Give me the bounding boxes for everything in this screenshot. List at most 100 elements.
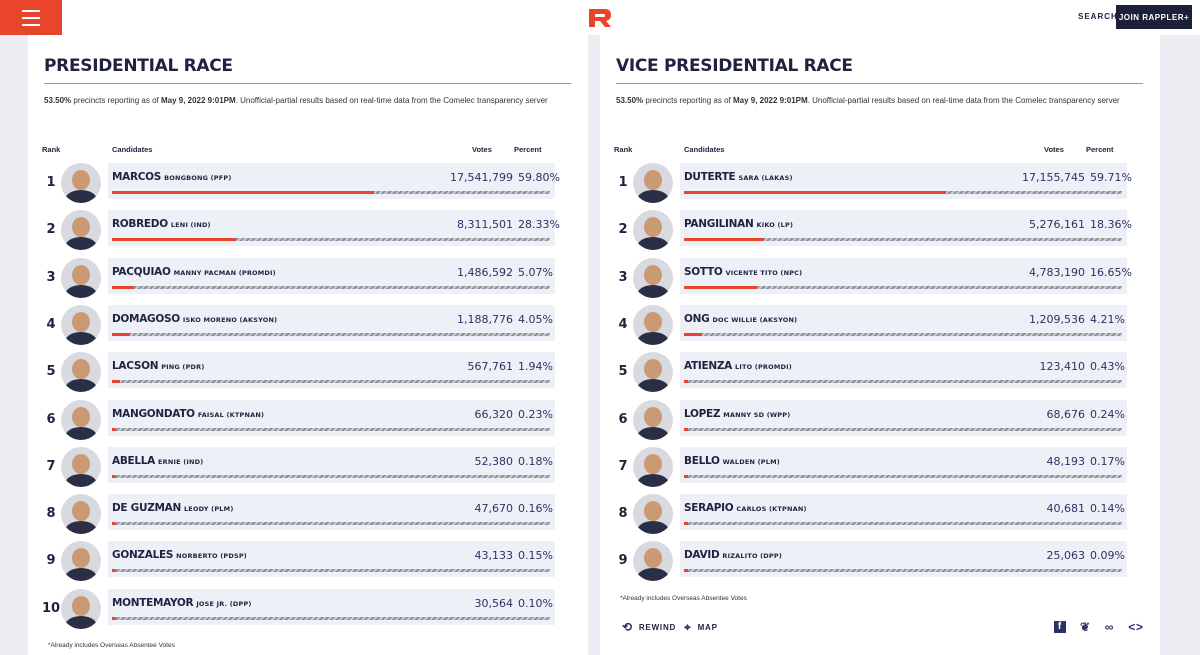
result-box: LOPEZ MANNY SD (WPP) 68,676 0.24% xyxy=(680,399,1127,436)
reporting-note: 53.50% precincts reporting as of May 9, … xyxy=(616,96,1120,105)
candidate-name: MANGONDATO FAISAL (KTPNAN) xyxy=(112,407,265,420)
share-bar-fill xyxy=(684,332,703,336)
candidate-avatar xyxy=(633,494,673,535)
map-button[interactable]: ⌖ MAP xyxy=(684,620,718,635)
candidate-name: MARCOS BONGBONG (PFP) xyxy=(112,171,232,183)
vice-presidential-race-panel: VICE PRESIDENTIAL RACE 53.50% precincts … xyxy=(600,35,1160,655)
share-bar-track xyxy=(684,285,1122,289)
candidate-name: MONTEMAYOR JOSE JR. (DPP) xyxy=(112,596,252,609)
candidate-avatar xyxy=(61,446,101,487)
rappler-logo-icon[interactable] xyxy=(585,7,613,29)
menu-button[interactable] xyxy=(0,0,62,35)
embed-code-icon[interactable]: <> xyxy=(1128,620,1144,634)
vote-percent: 0.14% xyxy=(1090,502,1125,516)
result-box: ATIENZA LITO (PROMDI) 123,410 0.43% xyxy=(680,352,1127,389)
vote-percent: 28.33% xyxy=(518,218,560,232)
rewind-button[interactable]: ⟲ REWIND xyxy=(622,620,676,634)
result-box: MONTEMAYOR JOSE JR. (DPP) 30,564 0.10% xyxy=(108,588,555,625)
candidate-name: DAVID RIZALITO (DPP) xyxy=(684,549,783,562)
vote-count: 5,276,161 xyxy=(1029,218,1085,232)
column-header-votes: Votes xyxy=(472,145,492,154)
candidate-row: 9 GONZALES NORBERTO (PDSP) 43,133 0.15% xyxy=(42,541,555,582)
share-icons: f ❦ ∞ <> xyxy=(1054,620,1144,634)
column-header-candidates: Candidates xyxy=(112,145,153,154)
candidate-avatar xyxy=(61,304,101,345)
column-header-candidates: Candidates xyxy=(684,145,725,154)
candidate-row: 7 BELLO WALDEN (PLM) 48,193 0.17% xyxy=(614,446,1127,487)
vote-count: 1,188,776 xyxy=(457,312,513,326)
share-bar-track xyxy=(112,380,550,384)
facebook-icon[interactable]: f xyxy=(1054,621,1066,633)
share-bar-fill xyxy=(684,191,946,194)
candidate-name: PACQUIAO MANNY PACMAN (PROMDI) xyxy=(112,265,276,278)
vote-count: 66,320 xyxy=(474,407,514,421)
search-link[interactable]: SEARCH xyxy=(1078,12,1118,21)
footnote: *Already includes Overseas Absentee Vote… xyxy=(48,642,175,649)
map-label: MAP xyxy=(697,623,718,632)
share-bar-track xyxy=(112,569,550,573)
link-icon[interactable]: ∞ xyxy=(1104,620,1115,634)
share-bar-track xyxy=(112,285,550,289)
column-header-percent: Percent xyxy=(1086,145,1114,154)
candidate-name: BELLO WALDEN (PLM) xyxy=(684,454,780,467)
candidate-avatar xyxy=(633,352,673,393)
share-bar-track xyxy=(112,616,550,620)
rank-number: 6 xyxy=(618,411,628,427)
share-bar-track xyxy=(112,191,550,194)
vote-percent: 59.80% xyxy=(518,171,560,184)
result-box: ONG DOC WILLIE (AKSYON) 1,209,536 4.21% xyxy=(680,304,1127,341)
share-bar-fill xyxy=(684,427,688,431)
share-bar-fill xyxy=(112,332,130,336)
candidate-avatar xyxy=(633,257,673,298)
vote-count: 68,676 xyxy=(1046,407,1086,421)
rank-number: 5 xyxy=(618,364,628,380)
share-bar-fill xyxy=(684,569,688,573)
candidate-avatar xyxy=(61,494,101,535)
rank-number: 8 xyxy=(618,506,628,522)
candidate-avatar xyxy=(633,399,673,440)
join-rappler-button[interactable]: JOIN RAPPLER+ xyxy=(1116,5,1192,29)
map-pin-icon: ⌖ xyxy=(684,620,692,634)
presidential-race-panel: PRESIDENTIAL RACE 53.50% precincts repor… xyxy=(28,35,588,655)
share-bar-track xyxy=(684,380,1122,384)
vote-percent: 1.94% xyxy=(518,360,553,374)
vote-count: 48,193 xyxy=(1046,454,1086,468)
share-bar-track xyxy=(684,522,1122,526)
share-bar-fill xyxy=(112,474,116,478)
candidate-name: ABELLA ERNIE (IND) xyxy=(112,454,204,467)
candidate-row: 6 MANGONDATO FAISAL (KTPNAN) 66,320 0.23% xyxy=(42,399,555,440)
candidate-avatar xyxy=(61,352,101,393)
candidate-name: LOPEZ MANNY SD (WPP) xyxy=(684,407,791,420)
share-bar-track xyxy=(112,238,550,242)
vote-count: 1,486,592 xyxy=(457,265,513,279)
candidate-name: DUTERTE SARA (LAKAS) xyxy=(684,171,793,183)
candidate-row: 10 MONTEMAYOR JOSE JR. (DPP) 30,564 0.10% xyxy=(42,588,555,629)
vote-percent: 4.21% xyxy=(1090,312,1125,326)
result-box: SERAPIO CARLOS (KTPNAN) 40,681 0.14% xyxy=(680,494,1127,531)
twitter-icon[interactable]: ❦ xyxy=(1080,620,1091,634)
share-bar-track xyxy=(684,238,1122,242)
panel-title: PRESIDENTIAL RACE xyxy=(44,56,233,76)
share-bar-fill xyxy=(112,427,116,431)
candidate-row: 8 SERAPIO CARLOS (KTPNAN) 40,681 0.14% xyxy=(614,494,1127,535)
share-bar-fill xyxy=(684,380,688,384)
candidate-name: GONZALES NORBERTO (PDSP) xyxy=(112,549,247,562)
rank-number: 10 xyxy=(42,600,61,616)
vote-percent: 5.07% xyxy=(518,265,553,279)
result-box: MARCOS BONGBONG (PFP) 17,541,799 59.80% xyxy=(108,163,560,199)
vote-count: 43,133 xyxy=(474,549,514,563)
candidate-avatar xyxy=(633,163,673,203)
candidate-avatar xyxy=(61,210,101,251)
vote-percent: 0.17% xyxy=(1090,454,1125,468)
vote-percent: 59.71% xyxy=(1090,171,1132,184)
share-bar-track xyxy=(112,474,550,478)
share-bar-track xyxy=(684,474,1122,478)
candidate-avatar xyxy=(61,163,101,203)
result-box: PACQUIAO MANNY PACMAN (PROMDI) 1,486,592 5.… xyxy=(108,257,555,294)
vote-count: 30,564 xyxy=(474,596,514,610)
candidate-row: 4 ONG DOC WILLIE (AKSYON) 1,209,536 4.21% xyxy=(614,304,1127,345)
candidate-avatar xyxy=(633,210,673,251)
vote-percent: 16.65% xyxy=(1090,265,1132,279)
vote-percent: 18.36% xyxy=(1090,218,1132,232)
candidate-name: ONG DOC WILLIE (AKSYON) xyxy=(684,312,798,325)
